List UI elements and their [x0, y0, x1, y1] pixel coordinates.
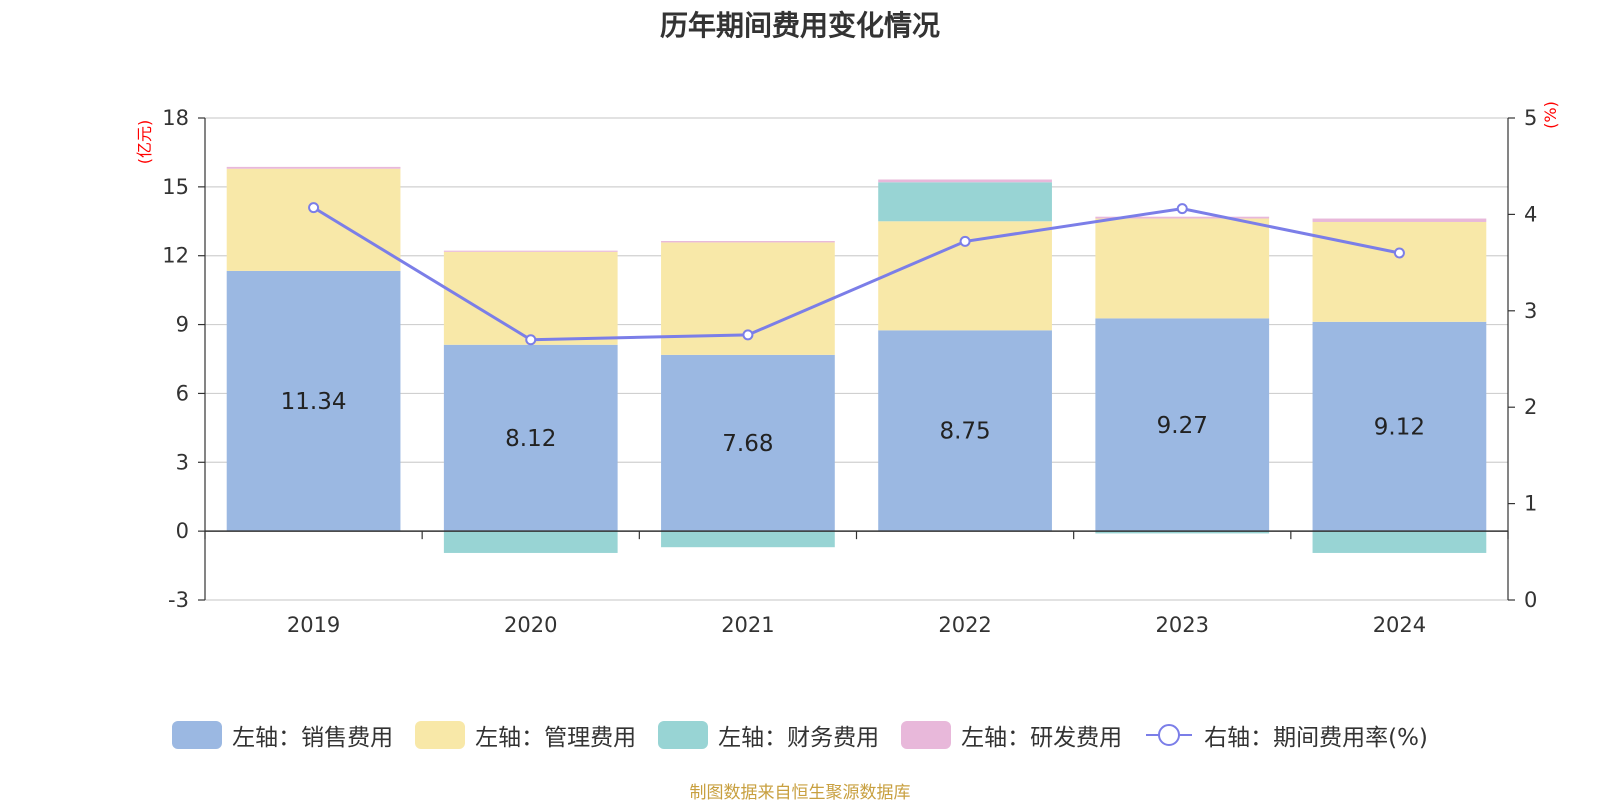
data-label-group: 11.34 8.12 7.68 8.75 9.27 9.12	[281, 389, 1425, 457]
data-label: 11.34	[281, 389, 347, 415]
bar-segment	[226, 168, 401, 271]
left-tick-label: 12	[162, 244, 189, 268]
bar-segment	[1312, 218, 1487, 222]
bar-segment	[661, 354, 835, 532]
rate-point	[308, 202, 320, 214]
left-tick-label: 9	[176, 313, 189, 337]
bar-segment	[1312, 221, 1487, 322]
bar-segment	[443, 531, 618, 553]
legend-label: 左轴：财务费用	[718, 725, 880, 751]
legend-item[interactable]: 左轴：管理费用	[415, 718, 636, 752]
bar-segment	[443, 251, 618, 345]
category-label: 2024	[1373, 613, 1426, 637]
legend-swatch	[901, 721, 952, 749]
category-label: 2022	[938, 613, 991, 637]
legend-swatch	[415, 721, 466, 749]
right-tick-label: 2	[1524, 395, 1537, 419]
legend-swatch	[658, 721, 709, 749]
bar-segment	[878, 182, 1052, 222]
rate-point	[1176, 203, 1188, 215]
rate-point	[742, 329, 754, 341]
legend-item[interactable]: 左轴：销售费用	[172, 718, 393, 752]
data-label: 9.27	[1157, 413, 1208, 439]
legend-label: 右轴：期间费用率(%)	[1204, 725, 1428, 751]
category-label: 2021	[721, 613, 774, 637]
left-tick-label: -3	[168, 588, 189, 612]
bar-stack-group	[226, 166, 1487, 553]
data-label: 8.75	[939, 419, 990, 445]
legend-swatch	[172, 721, 223, 749]
right-tick-label: 0	[1524, 588, 1537, 612]
data-label: 7.68	[722, 431, 773, 457]
source-note: 制图数据来自恒生聚源数据库	[689, 783, 911, 803]
bar-segment	[1095, 218, 1270, 319]
legend-item[interactable]: 左轴：财务费用	[658, 718, 879, 752]
left-axis-unit: (亿元)	[135, 120, 154, 165]
legend-item[interactable]: 右轴：期间费用率(%)	[1144, 718, 1428, 752]
right-tick-label: 1	[1524, 492, 1537, 516]
chart-title: 历年期间费用变化情况	[659, 9, 940, 42]
bar-segment	[1095, 531, 1270, 534]
legend-item[interactable]: 左轴：研发费用	[901, 718, 1122, 752]
bar-segment	[661, 531, 835, 548]
rate-line	[312, 206, 1400, 342]
bar-segment	[1312, 321, 1487, 532]
left-tick-label: 18	[162, 106, 189, 130]
legend: 左轴：销售费用 左轴：管理费用 左轴：财务费用 左轴：研发费用 右轴：期间费用率(%)	[0, 718, 1600, 752]
category-label: 2023	[1156, 613, 1209, 637]
left-tick-label: 15	[162, 175, 189, 199]
legend-label: 左轴：管理费用	[475, 725, 637, 751]
right-tick-label: 4	[1524, 202, 1537, 226]
left-tick-label: 0	[176, 519, 189, 543]
legend-label: 左轴：研发费用	[961, 725, 1123, 751]
left-tick-label: 6	[176, 381, 189, 405]
legend-line-marker	[1146, 724, 1193, 746]
bar-segment	[443, 250, 618, 252]
bar-segment	[878, 179, 1052, 183]
bar-segment	[226, 166, 401, 169]
bar-segment	[878, 330, 1052, 532]
bar-segment	[1312, 531, 1487, 553]
right-axis-unit: (%)	[1541, 101, 1560, 129]
rate-point	[959, 235, 971, 247]
data-label: 9.12	[1374, 414, 1425, 440]
bar-segment	[1095, 318, 1270, 532]
rate-point	[1393, 247, 1405, 259]
right-tick-label: 5	[1524, 106, 1537, 130]
bar-segment	[443, 344, 618, 532]
right-tick-label: 3	[1524, 299, 1537, 323]
legend-circle	[1158, 724, 1181, 746]
bar-segment	[226, 270, 401, 532]
left-tick-label: 3	[176, 450, 189, 474]
bar-segment	[661, 241, 835, 243]
data-label: 8.12	[505, 426, 556, 452]
rate-line-group	[308, 202, 1405, 346]
bar-segment	[1095, 216, 1270, 219]
gridlines	[205, 117, 1508, 601]
legend-label: 左轴：销售费用	[232, 725, 394, 751]
category-label: 2020	[504, 613, 557, 637]
category-label: 2019	[287, 613, 340, 637]
rate-point	[525, 334, 537, 346]
